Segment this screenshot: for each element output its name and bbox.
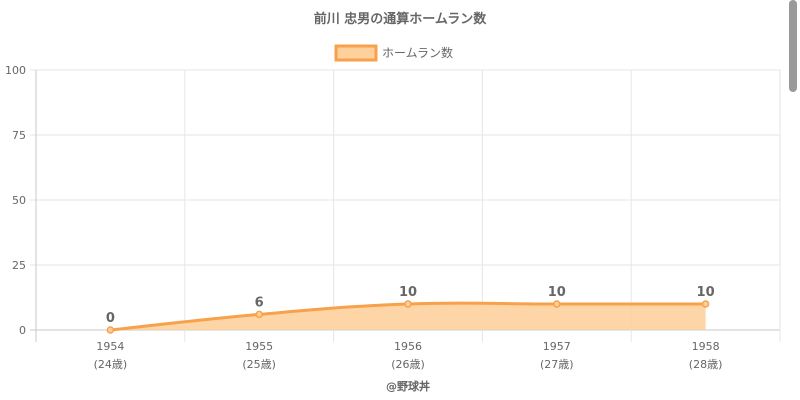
data-label: 10 bbox=[548, 285, 566, 300]
x-tick-label: 1957 bbox=[543, 340, 571, 353]
x-tick-sublabel: (28歳) bbox=[689, 358, 723, 371]
x-axis-ticks: 1954 (24歳) 1955 (25歳) 1956 (26歳) 1957 (27歳) 1958… bbox=[94, 340, 723, 371]
data-label: 0 bbox=[106, 311, 115, 326]
data-point bbox=[701, 300, 710, 308]
grid-lines bbox=[30, 69, 781, 342]
series-area bbox=[110, 303, 706, 330]
y-tick-label: 25 bbox=[12, 259, 26, 272]
x-tick-label: 1956 bbox=[394, 340, 422, 353]
data-label: 10 bbox=[399, 285, 417, 300]
y-tick-label: 50 bbox=[12, 194, 26, 207]
x-tick-sublabel: (27歳) bbox=[540, 358, 574, 371]
chart-title: 前川 忠男の通算ホームラン数 bbox=[314, 11, 487, 27]
data-point bbox=[255, 310, 263, 319]
x-tick-label: 1958 bbox=[692, 340, 720, 353]
series-points bbox=[106, 300, 710, 334]
credit-text: @野球丼 bbox=[386, 379, 430, 393]
legend-swatch bbox=[334, 44, 378, 62]
y-tick-label: 0 bbox=[19, 324, 26, 337]
data-point bbox=[404, 300, 412, 308]
legend-label: ホームラン数 bbox=[382, 45, 453, 60]
data-labels: 0 6 10 10 10 bbox=[106, 285, 715, 326]
data-point bbox=[553, 300, 561, 308]
x-tick-sublabel: (26歳) bbox=[391, 358, 425, 371]
x-tick-label: 1954 bbox=[96, 340, 124, 353]
data-label: 10 bbox=[697, 285, 715, 300]
y-axis-ticks: 0 25 50 75 100 bbox=[5, 64, 26, 337]
x-tick-sublabel: (24歳) bbox=[94, 358, 128, 371]
legend[interactable]: ホームラン数 bbox=[334, 44, 453, 62]
y-tick-label: 100 bbox=[5, 64, 26, 77]
data-label: 6 bbox=[255, 295, 264, 310]
y-tick-label: 75 bbox=[12, 129, 26, 142]
x-tick-sublabel: (25歳) bbox=[242, 358, 276, 371]
x-tick-label: 1955 bbox=[245, 340, 273, 353]
data-point bbox=[106, 326, 115, 334]
scrollbar[interactable] bbox=[789, 0, 797, 92]
